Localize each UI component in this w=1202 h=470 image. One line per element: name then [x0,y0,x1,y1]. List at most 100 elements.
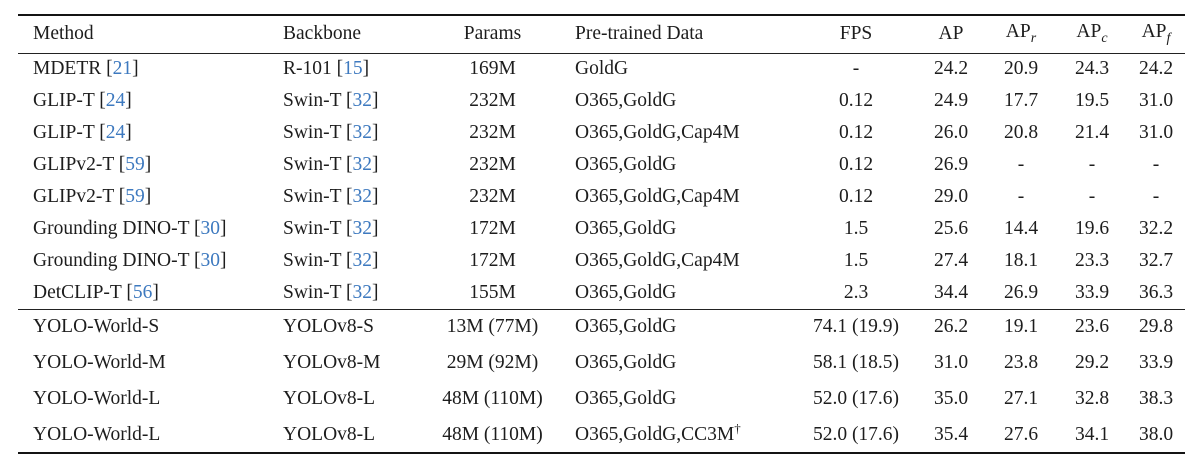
fps-value: 0.12 [838,154,874,175]
backbone-cell: Swin-T [32] [283,181,425,213]
pretrained-data-value: O365,GoldG [575,90,677,111]
ap-value: 24.9 [933,90,969,111]
method-cell: GLIP-T [24] [18,85,283,117]
subscript-c: c [1101,31,1108,47]
ap-c-value: 34.1 [1074,423,1110,445]
table-row: GLIPv2-T [59] Swin-T [32] 232M O365,Gold… [18,181,1185,213]
backbone-name: Swin-T [ [283,218,353,239]
subscript-r: r [1030,31,1037,47]
method-name: YOLO-World-M [33,352,166,373]
citation-link[interactable]: 24 [105,122,126,143]
citation-link[interactable]: 32 [352,250,373,271]
ap-f-value: 29.8 [1127,308,1185,345]
method-cell: MDETR [21] [18,53,283,85]
subscript-f: f [1166,31,1171,47]
citation-link[interactable]: 56 [132,281,153,303]
ap-f-value: 31.0 [1138,122,1174,143]
backbone-cell: R-101 [15] [283,53,425,85]
backbone-cell: Swin-T [32] [283,213,425,245]
method-cell: YOLO-World-L [18,381,283,417]
citation-link[interactable]: 24 [105,90,126,111]
ap-r-value: 26.9 [1003,281,1039,303]
citation-link[interactable]: 30 [200,218,221,239]
backbone-name: Swin-T [ [283,90,353,111]
params-value: 29M (92M) [446,352,539,373]
backbone-cell: Swin-T [32] [283,85,425,117]
method-name: MDETR [ [33,58,113,80]
bracket-close: ] [125,122,132,143]
ap-value: 35.0 [933,388,969,409]
citation-link[interactable]: 32 [352,186,373,207]
ap-value: 24.2 [933,58,969,80]
backbone-name: YOLOv8-M [283,352,381,373]
citation-link[interactable]: 32 [352,281,373,303]
citation-link[interactable]: 32 [352,122,373,143]
results-table-container: Method Backbone Params Pre-trained Data … [18,14,1185,454]
pretrained-data-value: O365,GoldG [575,316,677,338]
citation-link[interactable]: 32 [352,218,373,239]
fps-value: 1.5 [843,250,869,271]
citation-link[interactable]: 32 [352,154,373,175]
method-name: GLIPv2-T [ [33,186,126,207]
bracket-close: ] [372,281,379,303]
bracket-close: ] [372,218,379,239]
table-header: Method Backbone Params Pre-trained Data … [18,15,1185,54]
backbone-cell: Swin-T [32] [283,149,425,181]
params-value: 13M (77M) [425,308,560,345]
pretrained-data-value: O365,GoldG,CC3M [575,423,735,445]
pretrained-data-cell: O365,GoldG,Cap4M [560,181,795,213]
pretrained-data-cell: O365,GoldG [560,308,795,345]
header-backbone: Backbone [283,15,425,54]
ap-f-value: 36.3 [1138,281,1174,303]
citation-link[interactable]: 21 [112,58,133,80]
ap-r-value: 20.9 [1003,58,1039,80]
ap-value: 26.0 [933,122,969,143]
header-pretrained-data: Pre-trained Data [560,15,795,54]
bracket-close: ] [372,250,379,271]
pretrained-data-value: GoldG [575,58,629,80]
method-name: Grounding DINO-T [ [33,250,201,271]
table-row: GLIP-T [24] Swin-T [32] 232M O365,GoldG,… [18,117,1185,149]
ap-f-value: - [1152,154,1160,175]
backbone-name: Swin-T [ [283,122,353,143]
params-value: 169M [469,58,516,80]
pretrained-data-cell: O365,GoldG [560,213,795,245]
params-value: 48M (110M) [442,423,543,445]
ap-c-value: 29.2 [1074,352,1110,373]
method-cell: YOLO-World-M [18,345,283,381]
method-cell: Grounding DINO-T [30] [18,245,283,277]
ap-f-value: 24.2 [1138,58,1174,80]
method-name: YOLO-World-L [33,388,161,409]
backbone-cell: Swin-T [32] [283,245,425,277]
pretrained-data-value: O365,GoldG,Cap4M [575,186,740,207]
bracket-close: ] [362,58,370,80]
citation-link[interactable]: 30 [200,250,221,271]
backbone-name: YOLOv8-L [283,388,376,409]
dagger-mark: † [734,420,741,435]
bracket-close: ] [220,250,227,271]
ap-r-value: - [1017,154,1025,175]
citation-link[interactable]: 32 [352,90,373,111]
bracket-close: ] [144,186,152,207]
method-name: DetCLIP-T [ [33,281,133,303]
fps-value: 2.3 [843,281,869,303]
ap-c-value: 21.4 [1074,122,1110,143]
benchmark-results-table: Method Backbone Params Pre-trained Data … [18,14,1185,454]
backbone-cell: YOLOv8-L [283,417,425,453]
ap-c-value: 24.3 [1074,58,1110,80]
ap-value: 27.4 [933,250,969,271]
method-cell: GLIP-T [24] [18,117,283,149]
bracket-close: ] [220,218,227,239]
pretrained-data-cell: O365,GoldG [560,85,795,117]
ap-r-value: 27.6 [1003,423,1039,445]
bracket-close: ] [372,186,379,207]
citation-link[interactable]: 59 [125,186,145,207]
table-row: YOLO-World-L YOLOv8-L 48M (110M) O365,Go… [18,381,1185,417]
fps-value: 74.1 (19.9) [795,308,917,345]
citation-link[interactable]: 15 [343,58,363,80]
method-name: GLIP-T [ [33,90,106,111]
citation-link[interactable]: 59 [125,154,145,175]
pretrained-data-value: O365,GoldG [575,218,677,239]
params-value: 48M (110M) [442,388,543,409]
table-row: DetCLIP-T [56] Swin-T [32] 155M O365,Gol… [18,277,1185,309]
